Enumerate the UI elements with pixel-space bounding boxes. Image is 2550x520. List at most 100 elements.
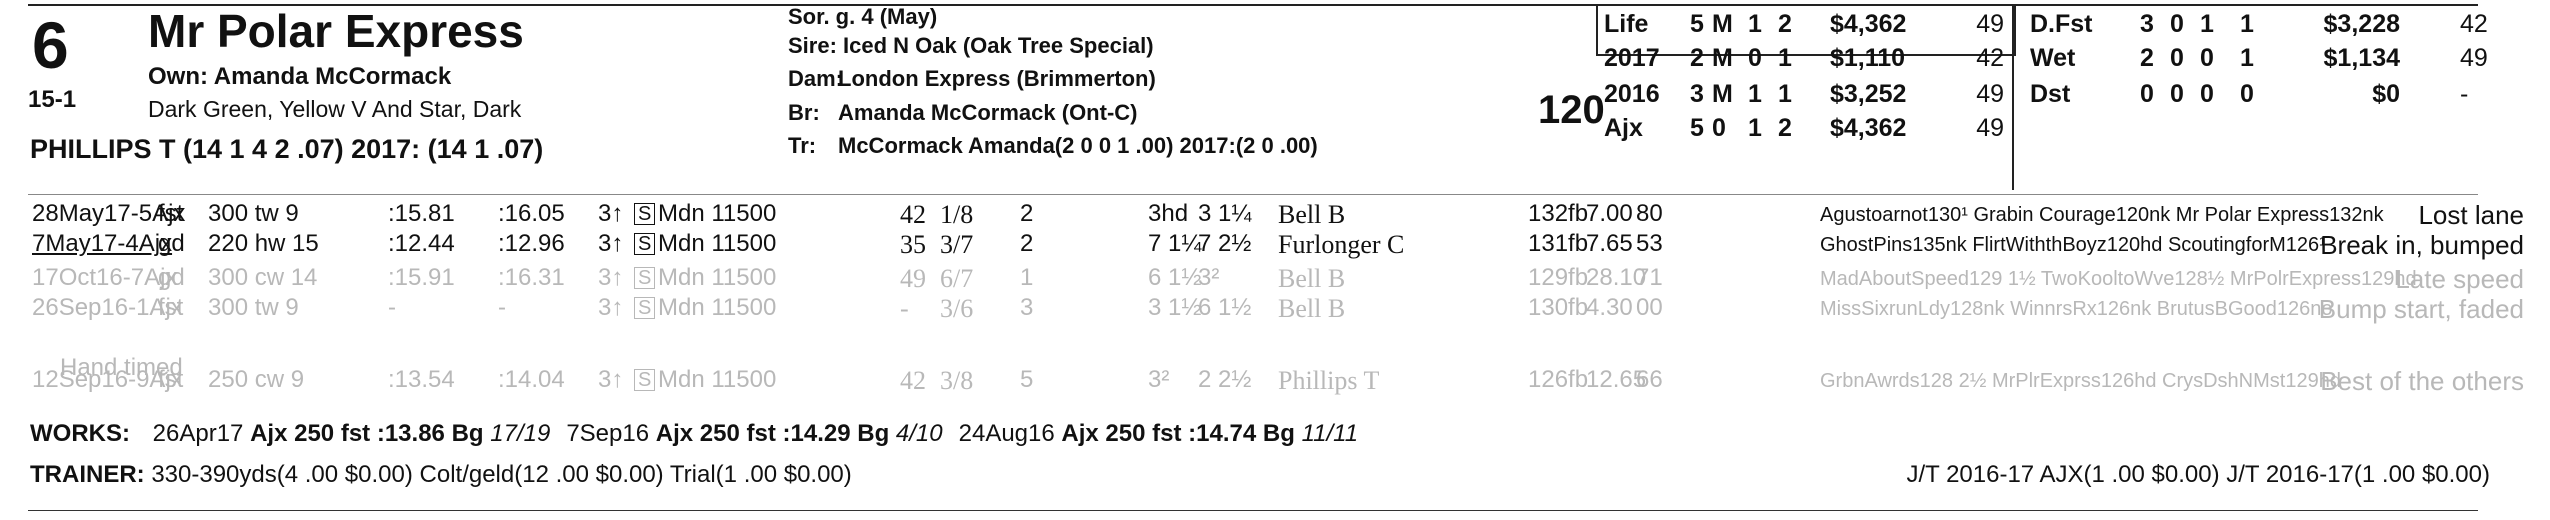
record-right-cell: $0: [2372, 80, 2400, 108]
odds: 4.30: [1586, 294, 1633, 321]
post-position: 6/7: [940, 264, 974, 293]
record-left-cell: 2: [1778, 114, 1792, 142]
odds: 28.10: [1586, 264, 1647, 291]
speed-figure: -: [900, 294, 909, 323]
owner: Own: Amanda McCormack: [148, 63, 452, 90]
trip-comment: Bump start, faded: [2318, 294, 2524, 324]
record-right-cell: Dst: [2030, 80, 2071, 108]
work-distance: 250: [699, 420, 740, 447]
sex-restriction-badge: S: [634, 369, 656, 391]
trip-comment: Lost lane: [2418, 200, 2524, 230]
fraction-2: :12.96: [498, 230, 565, 257]
jockey: Furlonger C: [1278, 230, 1405, 259]
speed-figure: 42: [900, 200, 926, 229]
record-left-cell: Ajx: [1604, 114, 1643, 142]
work-distance: 250: [1105, 420, 1146, 447]
works-items: 26Apr17 Ajx 250 fst :13.86 Bg 17/19 7Sep1…: [137, 420, 1358, 447]
record-left-cell: 49: [1976, 80, 2004, 108]
trainer-stats-line: TRAINER: 330-390yds(4 .00 $0.00) Colt/ge…: [30, 461, 852, 489]
fraction-2: :14.04: [498, 366, 565, 393]
race-class: Mdn 11500: [658, 366, 777, 393]
record-left-cell: 49: [1976, 114, 2004, 142]
record-right-cell: 3: [2140, 10, 2154, 38]
weight-equip: 132fb: [1528, 200, 1589, 227]
fraction-1: -: [388, 294, 396, 321]
figure: 71: [1636, 264, 1663, 291]
record-left-cell: 0: [1712, 114, 1726, 142]
record-left-cell: 3: [1690, 80, 1704, 108]
breeder-label: Br:: [788, 100, 820, 125]
work-condition: fst: [1152, 420, 1182, 447]
pp-row: 26Sep16-1Ajx fst 300 tw 9 - - 3↑ S Mdn 11500 - 3/…: [0, 294, 2550, 326]
top-finishers: MadAboutSpeed129 1½ TwoKooltoWve128½ MrP…: [1820, 268, 2417, 290]
work-date: 24Aug16: [958, 420, 1055, 447]
call-position: 3 1½: [1148, 294, 1202, 321]
record-left-cell: 5: [1690, 10, 1704, 38]
pp-row: 7May17-4Ajx gd 220 hw 15:12.44:12.96 3↑ S Mdn…: [0, 230, 2550, 262]
record-left-cell: M: [1712, 10, 1733, 38]
record-left-cell: 2: [1690, 44, 1704, 72]
age-restriction: 3↑: [598, 294, 624, 321]
sex-age: Sor. g. 4 (May): [788, 4, 938, 29]
figure: 66: [1636, 366, 1663, 393]
record-right-cell: Wet: [2030, 44, 2076, 72]
record-right-cell: 0: [2200, 80, 2214, 108]
race-class: Mdn 11500: [658, 294, 777, 321]
record-left-cell: 1: [1778, 44, 1792, 72]
top-finishers: Agustoarnot130¹ Grabin Courage120nk Mr P…: [1820, 204, 2384, 226]
trainer-label: Tr:: [788, 133, 817, 158]
work-entry: 7Sep16 Ajx 250 fst :14.29 Bg 4/10: [566, 420, 942, 447]
works-label: WORKS:: [30, 420, 130, 447]
work-grade: Bg: [451, 420, 484, 447]
distance: 300 tw 9: [208, 200, 299, 227]
sex-restriction-badge: S: [634, 233, 656, 255]
track-condition: fst: [158, 200, 184, 227]
fraction-2: :16.05: [498, 200, 565, 227]
work-grade: Bg: [1262, 420, 1295, 447]
track-condition: fst: [158, 294, 184, 321]
odds: 7.65: [1586, 230, 1633, 257]
sex-restriction-badge: S: [634, 203, 656, 225]
dam: London Express (Brimmerton): [838, 66, 1156, 91]
work-date: 7Sep16: [566, 420, 650, 447]
trip-comment: Best of the others: [2320, 366, 2524, 396]
jockey: Bell B: [1278, 294, 1346, 323]
record-left-cell: $4,362: [1830, 10, 1907, 38]
record-left-cell: M: [1712, 44, 1733, 72]
weight-equip: 131fb: [1528, 230, 1589, 257]
odds: 7.00: [1586, 200, 1633, 227]
race-class: Mdn 11500: [658, 230, 777, 257]
track-condition: fst: [158, 366, 184, 393]
work-track: Ajx: [250, 420, 288, 447]
pp-row: 17Oct16-7Ajx gd 300 cw 14:15.91:16.31 3↑ S Md…: [0, 264, 2550, 296]
horse-name: Mr Polar Express: [148, 5, 524, 57]
record-left-cell: 1: [1748, 114, 1762, 142]
works-line: WORKS: 26Apr17 Ajx 250 fst :13.86 Bg 17/…: [30, 420, 1358, 448]
weight-equip: 126fb: [1528, 366, 1589, 393]
record-left-cell: 2017: [1604, 44, 1660, 72]
record-right-cell: 1: [2240, 44, 2254, 72]
bottom-rule: [28, 510, 2478, 511]
age-restriction: 3↑: [598, 230, 624, 257]
work-condition: fst: [340, 420, 371, 447]
start-position: 2: [1020, 200, 1034, 227]
track-condition: gd: [158, 230, 185, 257]
breeder: Amanda McCormack (Ont-C): [838, 100, 1138, 125]
distance: 300 cw 14: [208, 264, 318, 291]
work-track: Ajx: [655, 420, 694, 447]
start-position: 3: [1020, 294, 1034, 321]
program-number: 6: [32, 8, 69, 82]
work-rank: 4/10: [895, 420, 943, 447]
fraction-1: :13.54: [388, 366, 455, 393]
call-position: 3hd: [1148, 200, 1189, 227]
record-right-cell: 2: [2140, 44, 2154, 72]
sire: Sire: Iced N Oak (Oak Tree Special): [788, 33, 1154, 58]
fraction-2: :16.31: [498, 264, 565, 291]
age-restriction: 3↑: [598, 200, 624, 227]
race-date: 26Sep16-1Ajx: [32, 294, 183, 321]
post-position: 3/7: [940, 230, 974, 259]
figure: 80: [1636, 200, 1663, 227]
trainer-stats-text: 330-390yds(4 .00 $0.00) Colt/geld(12 .00…: [151, 461, 852, 488]
record-left-cell: 1: [1748, 80, 1762, 108]
record-right-cell: 0: [2200, 44, 2214, 72]
